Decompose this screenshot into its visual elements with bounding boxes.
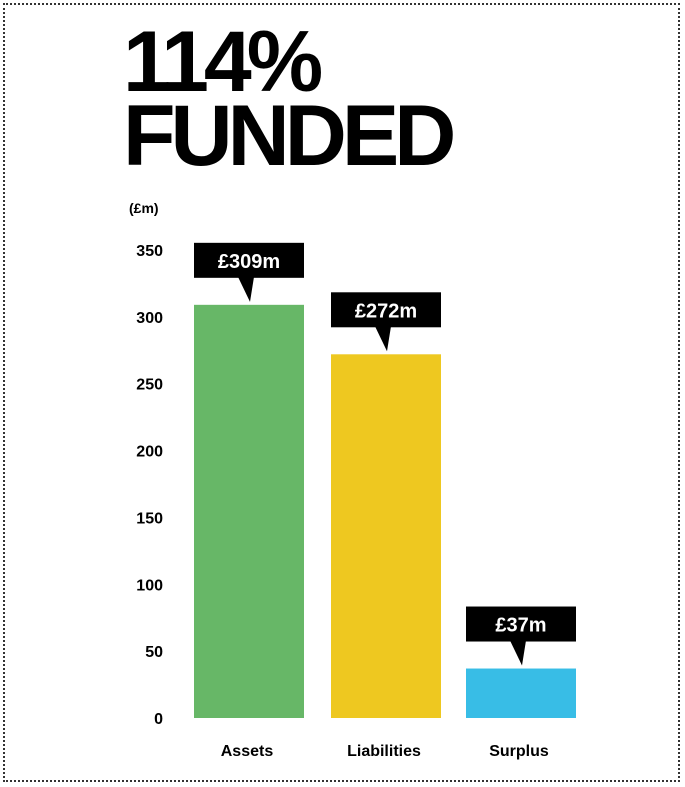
data-label: £37m — [495, 615, 546, 637]
callout-pointer — [375, 326, 391, 352]
y-tick-label: 150 — [136, 510, 163, 527]
callout-liabilities: £272m — [331, 292, 441, 352]
x-axis-labels: Assets Liabilities Surplus — [221, 743, 549, 760]
data-label: £272m — [355, 300, 417, 322]
callout-pointer — [238, 276, 254, 302]
bars — [194, 304, 576, 718]
headline-funded: FUNDED — [123, 88, 456, 184]
callout-surplus: £37m — [466, 606, 576, 666]
x-axis-label-liabilities: Liabilities — [347, 743, 421, 760]
y-axis-ticks: 0 50 100 150 200 250 300 350 — [136, 243, 163, 728]
y-tick-label: 300 — [136, 310, 163, 327]
y-tick-label: 50 — [145, 644, 163, 661]
data-label-callouts: £309m £272m £37m — [194, 242, 576, 666]
headline: 114% FUNDED — [123, 14, 456, 184]
y-tick-label: 200 — [136, 444, 163, 461]
callout-assets: £309m — [194, 242, 304, 302]
callout-box — [466, 606, 576, 642]
y-tick-label: 0 — [154, 711, 163, 728]
callout-pointer — [510, 640, 526, 666]
x-axis-label-surplus: Surplus — [489, 743, 549, 760]
bar-surplus — [466, 668, 576, 718]
x-axis-label-assets: Assets — [221, 743, 274, 760]
bar-liabilities — [331, 354, 441, 718]
y-tick-label: 250 — [136, 377, 163, 394]
bar-assets — [194, 304, 304, 718]
callout-box — [194, 242, 304, 278]
y-tick-label: 100 — [136, 577, 163, 594]
callout-box — [331, 292, 441, 328]
headline-percentage: 114% — [123, 14, 323, 110]
y-tick-label: 350 — [136, 243, 163, 260]
chart-frame — [3, 3, 680, 782]
y-axis-unit-label: (£m) — [129, 200, 159, 216]
data-label: £309m — [218, 251, 280, 273]
